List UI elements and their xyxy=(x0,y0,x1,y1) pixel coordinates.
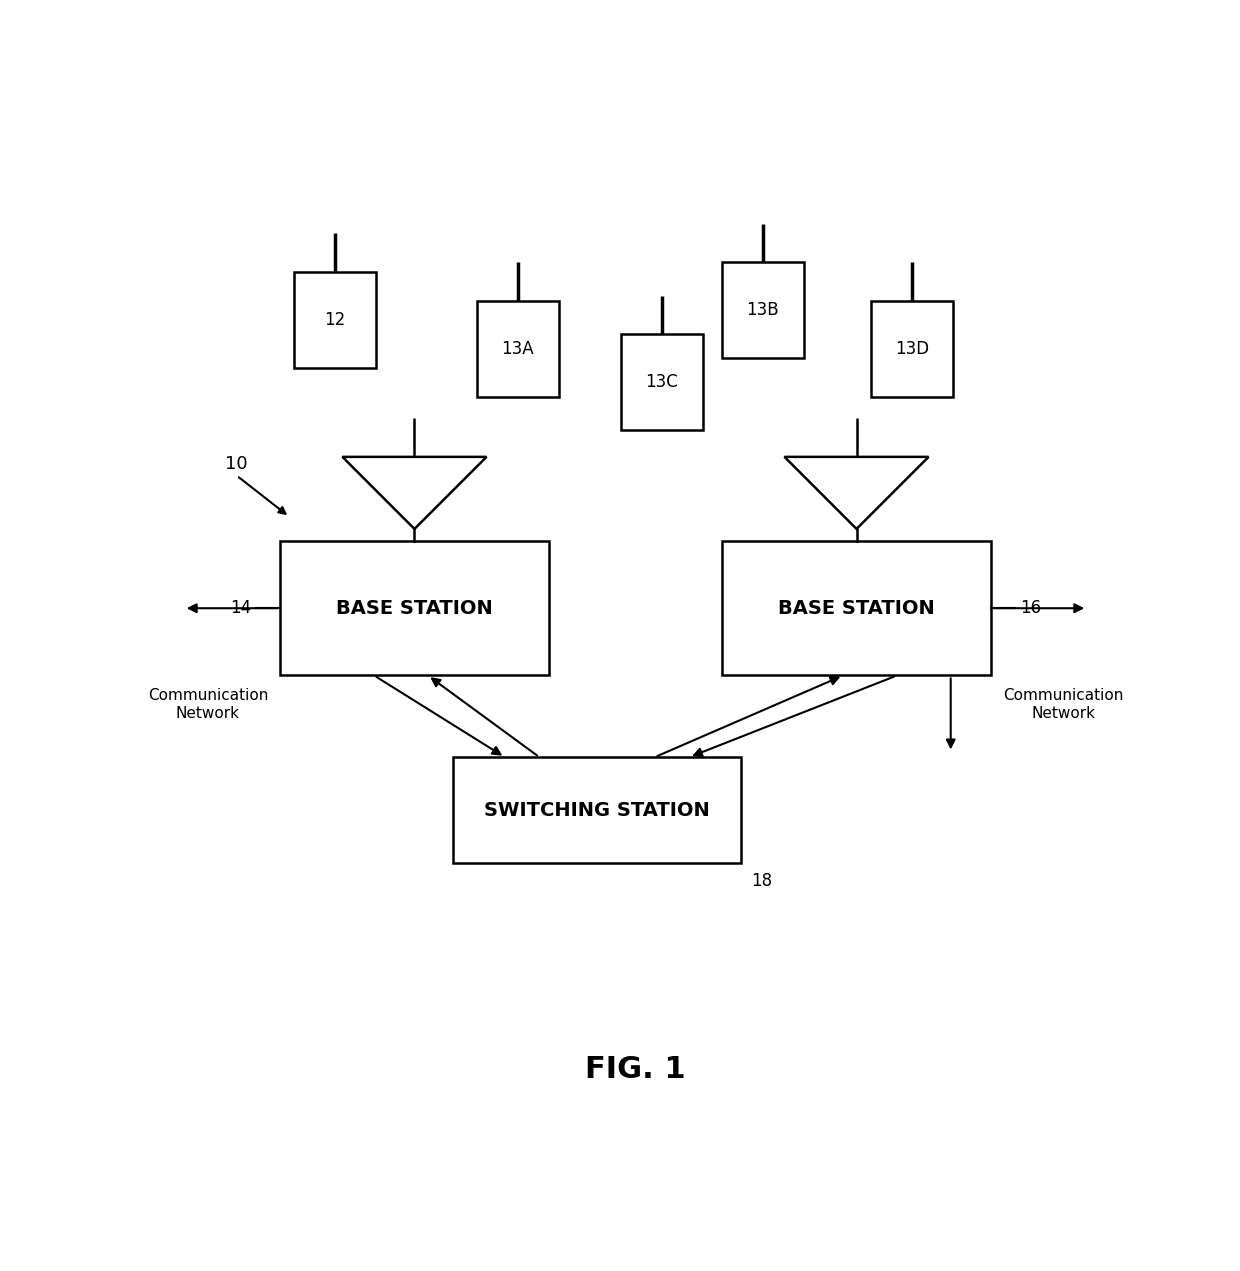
Text: 13C: 13C xyxy=(646,374,678,391)
Text: Communication
Network: Communication Network xyxy=(1003,688,1123,721)
Text: 16: 16 xyxy=(1019,599,1042,618)
Text: SWITCHING STATION: SWITCHING STATION xyxy=(484,801,711,820)
Text: BASE STATION: BASE STATION xyxy=(779,599,935,618)
FancyBboxPatch shape xyxy=(453,758,742,863)
FancyBboxPatch shape xyxy=(722,541,991,675)
Text: 13A: 13A xyxy=(501,339,534,357)
Text: 14: 14 xyxy=(229,599,250,618)
Text: FIG. 1: FIG. 1 xyxy=(585,1055,686,1084)
FancyBboxPatch shape xyxy=(621,334,703,431)
Text: 13D: 13D xyxy=(895,339,929,357)
FancyBboxPatch shape xyxy=(294,272,376,369)
Text: 13B: 13B xyxy=(746,301,779,319)
FancyBboxPatch shape xyxy=(870,301,952,397)
Polygon shape xyxy=(342,456,486,529)
Text: 18: 18 xyxy=(751,872,773,891)
Text: Communication
Network: Communication Network xyxy=(148,688,268,721)
FancyBboxPatch shape xyxy=(280,541,549,675)
Text: 12: 12 xyxy=(325,311,346,329)
Polygon shape xyxy=(785,456,929,529)
FancyBboxPatch shape xyxy=(722,262,804,358)
Text: 10: 10 xyxy=(226,455,248,473)
FancyBboxPatch shape xyxy=(477,301,559,397)
Text: BASE STATION: BASE STATION xyxy=(336,599,492,618)
